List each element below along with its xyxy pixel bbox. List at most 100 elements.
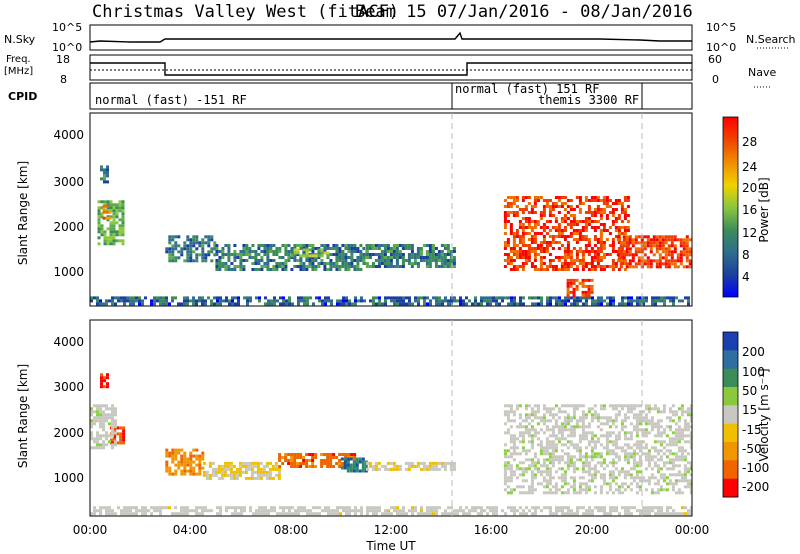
power-echo-cell-5 [299,256,303,259]
power-echo-cell-0 [189,299,192,303]
power-echo-cell-0 [105,302,108,306]
power-echo-cell-7 [434,259,438,262]
velocity-echo-cell-4 [165,451,169,455]
power-echo-cell-1 [118,233,122,237]
power-echo-cell-4 [189,247,193,251]
velocity-echo-cell-9 [641,476,645,480]
power-echo-cell-10 [631,238,635,242]
velocity-echo-cell-3 [102,413,105,417]
velocity-echo-cell-9 [584,416,588,420]
velocity-echo-cell-0 [267,512,270,516]
power-echo-cell-0 [306,302,309,306]
velocity-echo-cell-9 [689,434,692,438]
velocity-echo-cell-8 [437,461,441,465]
velocity-echo-cell-9 [593,464,597,468]
power-echo-cell-8 [533,247,537,250]
power-echo-cell-8 [512,253,516,256]
velocity-echo-cell-3 [99,425,102,429]
velocity-echo-cell-6 [296,462,300,465]
velocity-echo-cell-4 [180,460,184,464]
velocity-echo-cell-6 [329,459,333,462]
velocity-echo-cell-9 [677,434,681,438]
velocity-echo-cell-6 [308,453,312,456]
power-echo-cell-8 [617,250,621,253]
power-echo-cell-0 [465,296,468,300]
power-echo-cell-8 [608,199,612,202]
velocity-echo-cell-9 [611,449,615,453]
power-echo-cell-9 [575,287,579,291]
power-echo-cell-7 [416,250,420,253]
power-echo-cell-8 [575,268,579,271]
velocity-echo-cell-9 [614,404,618,408]
power-echo-cell-0 [288,302,291,306]
power-echo-cell-7 [452,265,456,268]
velocity-echo-cell-5 [217,464,221,468]
power-echo-cell-5 [224,262,228,265]
velocity-echo-cell-9 [668,467,672,471]
velocity-echo-cell-0 [615,506,618,510]
velocity-echo-cell-0 [534,506,537,510]
power-echo-cell-4 [213,241,217,245]
power-echo-cell-0 [165,296,168,300]
velocity-echo-cell-6 [305,465,309,468]
power-echo-cell-5 [353,244,357,247]
velocity-echo-cell-3 [114,425,117,429]
velocity-echo-cell-9 [602,467,606,471]
velocity-echo-cell-9 [524,404,528,408]
power-echo-cell-0 [306,299,309,303]
power-echo-cell-0 [150,302,153,306]
power-echo-cell-7 [386,247,390,250]
power-echo-cell-10 [667,250,671,254]
velocity-echo-cell-6 [314,453,318,456]
power-echo-cell-5 [335,247,339,250]
velocity-echo-cell-0 [186,509,189,513]
power-echo-cell-5 [227,244,231,247]
velocity-echo-cell-9 [635,416,639,420]
power-echo-cell-7 [398,250,402,253]
velocity-echo-cell-0 [420,506,423,510]
velocity-echo-cell-9 [533,452,537,456]
power-echo-cell-1 [118,224,122,228]
velocity-echo-cell-8 [392,467,396,471]
velocity-echo-cell-3 [102,428,105,432]
power-echo-cell-10 [664,265,668,269]
velocity-echo-cell-9 [527,485,531,489]
power-echo-cell-0 [354,296,357,300]
power-echo-cell-10 [685,265,689,269]
velocity-echo-cell-0 [690,512,692,516]
power-echo-cell-5 [242,247,246,250]
velocity-echo-cell-0 [159,509,162,513]
velocity-echo-cell-7 [349,463,353,467]
power-echo-cell-0 [534,302,537,306]
power-echo-cell-9 [581,278,585,282]
velocity-echo-cell-0 [414,509,417,513]
power-echo-cell-4 [204,241,208,245]
power-echo-cell-8 [533,196,537,199]
power-echo-cell-4 [198,241,202,245]
power-echo-cell-0 [537,296,540,300]
power-echo-cell-8 [548,253,552,256]
velocity-echo-cell-9 [626,416,630,420]
velocity-echo-cell-5 [202,470,206,474]
velocity-echo-cell-6 [305,453,309,456]
velocity-echo-cell-9 [605,482,609,486]
power-echo-cell-8 [545,226,549,229]
velocity-echo-cell-3 [99,419,102,423]
velocity-echo-cell-5 [244,467,248,471]
velocity-echo-cell-0 [402,509,405,513]
velocity-echo-cell-0 [132,512,135,516]
velocity-echo-cell-9 [635,440,639,444]
velocity-echo-cell-9 [683,473,687,477]
velocity-echo-cell-9 [674,464,678,468]
power-echo-cell-8 [518,220,522,223]
power-echo-cell-1 [115,230,119,234]
velocity-echo-cell-3 [105,407,108,411]
velocity-echo-cell-0 [567,512,570,516]
velocity-echo-cell-0 [195,506,198,510]
power-echo-cell-5 [242,265,246,268]
velocity-echo-cell-0 [474,506,477,510]
velocity-echo-cell-9 [623,413,627,417]
power-echo-cell-10 [646,235,650,239]
velocity-echo-cell-9 [569,434,573,438]
velocity-echo-cell-0 [339,506,342,510]
